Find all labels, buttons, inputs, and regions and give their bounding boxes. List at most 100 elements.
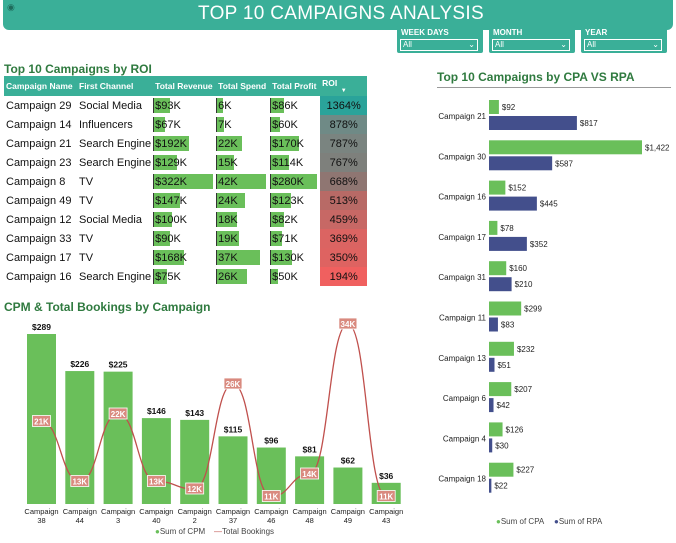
cpm-bar[interactable]: [218, 436, 248, 504]
cpa-bar[interactable]: [489, 422, 503, 437]
cell-value: $93K: [155, 99, 181, 112]
rpa-bar[interactable]: [489, 357, 495, 372]
slicer-dropdown[interactable]: All ⌄: [584, 39, 662, 51]
bar-data-label: $115: [224, 424, 243, 434]
chevron-down-icon[interactable]: ⌄: [652, 40, 659, 49]
spend-cell: 18K: [216, 210, 270, 229]
column-header[interactable]: Total Revenue: [153, 76, 217, 96]
cpa-bar[interactable]: [489, 100, 499, 114]
cell-value: $100K: [155, 213, 187, 226]
table-row[interactable]: Campaign 21 Search Engine $192K 22K $170K 787…: [4, 134, 368, 153]
slicer-week-days[interactable]: WEEK DAYS All ⌄: [397, 25, 483, 53]
rpa-bar[interactable]: [489, 438, 493, 453]
category-label: Campaign 13: [438, 354, 486, 363]
rpa-bar[interactable]: [489, 478, 492, 493]
cpa-bar[interactable]: [489, 140, 642, 155]
table-row[interactable]: Campaign 14 Influencers $67K 7K $60K 878%: [4, 115, 368, 134]
cpa-rpa-chart-title: Top 10 Campaigns by CPA VS RPA: [437, 70, 635, 84]
data-label: $232: [517, 345, 535, 354]
table-row[interactable]: Campaign 33 TV $90K 19K $71K 369%: [4, 229, 368, 248]
bar-data-label: $146: [147, 406, 166, 416]
chevron-down-icon[interactable]: ⌄: [468, 40, 475, 49]
rpa-bar[interactable]: [489, 116, 577, 130]
roi-table: Campaign Name First Channel Total Revenu…: [4, 76, 368, 286]
slicer-month[interactable]: MONTH All ⌄: [489, 25, 575, 53]
channel-cell: Search Engine: [79, 270, 152, 283]
bar-data-label: $96: [264, 436, 278, 446]
slicer-year[interactable]: YEAR All ⌄: [581, 25, 667, 53]
cpm-bar[interactable]: [103, 371, 133, 504]
bar-data-label: $289: [32, 322, 51, 332]
dashboard-header: ◉ TOP 10 CAMPAIGNS ANALYSIS: [3, 0, 673, 30]
roi-cell: 369%: [320, 229, 368, 248]
sort-descending-icon[interactable]: ▼: [340, 88, 347, 94]
table-row[interactable]: Campaign 16 Search Engine $75K 26K $50K 194%: [4, 267, 368, 286]
table-row[interactable]: Campaign 49 TV $147K 24K $123K 513%: [4, 191, 368, 210]
spend-cell: 6K: [216, 96, 270, 115]
cell-value: $60K: [272, 118, 298, 131]
bookings-label-bg: [261, 490, 281, 502]
slicer-dropdown[interactable]: All ⌄: [400, 39, 478, 51]
cpa-bar[interactable]: [489, 382, 512, 397]
cpm-bar[interactable]: [333, 467, 363, 504]
cell-value: $90K: [155, 232, 181, 245]
cpa-bar[interactable]: [489, 261, 507, 276]
data-label: $152: [508, 184, 526, 193]
data-bar: [153, 250, 185, 265]
bookings-data-label: 11K: [264, 493, 278, 502]
data-bar: [153, 212, 173, 227]
cpm-bar[interactable]: [295, 456, 325, 504]
bookings-data-label: 11K: [379, 493, 393, 502]
rpa-bar[interactable]: [489, 196, 537, 211]
legend-item-rpa[interactable]: ●Sum of RPA: [554, 517, 603, 526]
channel-cell: TV: [79, 175, 94, 188]
campaign-name-cell: Campaign 8: [6, 175, 66, 188]
cpa-bar[interactable]: [489, 180, 506, 195]
roi-cell: 1364%: [320, 96, 368, 115]
channel-cell: TV: [79, 232, 94, 245]
rpa-bar[interactable]: [489, 236, 527, 251]
table-row[interactable]: Campaign 23 Search Engine $129K 15K $114K 767…: [4, 153, 368, 172]
table-row[interactable]: Campaign 12 Social Media $100K 18K $82K 459%: [4, 210, 368, 229]
legend-item-bookings[interactable]: —Total Bookings: [214, 527, 275, 536]
table-row[interactable]: Campaign 29 Social Media $93K 6K $86K 1364%: [4, 96, 368, 115]
column-header[interactable]: Campaign Name: [4, 76, 77, 96]
legend-item-cpm[interactable]: ●Sum of CPM: [155, 527, 206, 536]
category-label: Campaign: [101, 507, 135, 516]
slicer-dropdown[interactable]: All ⌄: [492, 39, 570, 51]
cpm-bar[interactable]: [141, 418, 171, 504]
cpa-bar[interactable]: [489, 341, 514, 356]
cpa-bar[interactable]: [489, 462, 514, 477]
data-bar: [270, 136, 300, 151]
campaign-name-cell: Campaign 23: [6, 156, 72, 169]
cpa-bar[interactable]: [489, 220, 498, 235]
rpa-bar[interactable]: [489, 277, 512, 292]
data-label: $227: [516, 466, 534, 475]
spend-cell: 42K: [216, 172, 270, 191]
data-bar: [216, 155, 235, 170]
bar-data-label: $226: [70, 359, 89, 369]
cell-value: $280K: [272, 175, 304, 188]
cpa-bar[interactable]: [489, 301, 522, 316]
column-header[interactable]: First Channel: [77, 76, 154, 96]
rpa-bar[interactable]: [489, 398, 494, 413]
channel-cell: Social Media: [79, 213, 142, 226]
rpa-bar[interactable]: [489, 317, 498, 332]
table-row[interactable]: Campaign 17 TV $168K 37K $130K 350%: [4, 248, 368, 267]
column-header[interactable]: Total Profit: [270, 76, 321, 96]
column-header-roi[interactable]: ROI ▼: [320, 76, 368, 96]
focus-mode-icon[interactable]: ◉: [7, 2, 15, 12]
bookings-data-label: 26K: [226, 380, 241, 389]
category-label: 37: [229, 516, 237, 525]
rpa-bar[interactable]: [489, 156, 553, 171]
roi-cell: 787%: [320, 134, 368, 153]
cell-value: $75K: [155, 270, 181, 283]
revenue-cell: $322K: [153, 172, 216, 191]
column-header[interactable]: Total Spend: [216, 76, 271, 96]
table-row[interactable]: Campaign 8 TV $322K 42K $280K 668%: [4, 172, 368, 191]
data-bar: [270, 117, 281, 132]
category-label: Campaign 6: [443, 394, 487, 403]
data-label: $83: [501, 321, 515, 330]
chevron-down-icon[interactable]: ⌄: [560, 40, 567, 49]
legend-item-cpa[interactable]: ●Sum of CPA: [496, 517, 545, 526]
